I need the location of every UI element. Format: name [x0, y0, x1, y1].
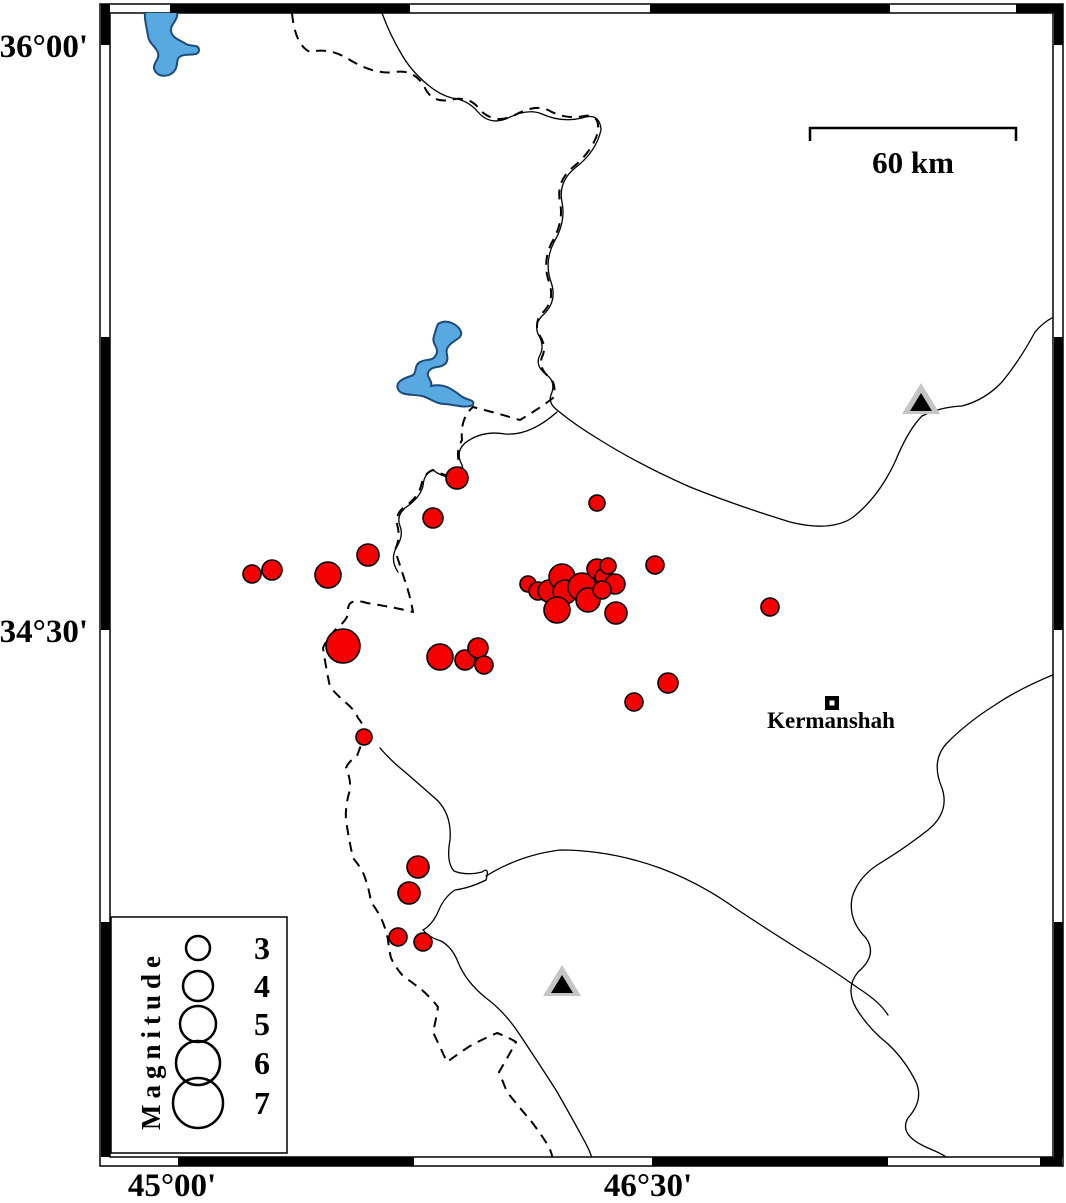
- earthquake-marker: [543, 596, 571, 624]
- earthquake-marker: [314, 561, 342, 589]
- triangle-markers-layer: [543, 383, 940, 996]
- earthquake-marker: [604, 601, 628, 625]
- legend-magnitude-value: 5: [254, 1006, 270, 1042]
- legend-magnitude-value: 7: [254, 1085, 270, 1121]
- earthquake-marker: [445, 466, 469, 490]
- earthquake-marker: [645, 555, 665, 575]
- lon-label-left: 45°00': [128, 1168, 216, 1203]
- legend-magnitude-value: 6: [254, 1045, 270, 1081]
- earthquake-marker: [592, 580, 612, 600]
- triangle-marker-inner: [910, 393, 932, 411]
- lake: [143, 13, 201, 77]
- legend-title: Magnitude: [136, 950, 166, 1130]
- earthquake-marker: [760, 597, 780, 617]
- earthquake-marker: [426, 643, 454, 671]
- earthquakes-layer: [242, 466, 780, 952]
- lon-label-mid: 46°30': [604, 1168, 692, 1203]
- triangle-marker-inner: [551, 975, 573, 993]
- earthquake-marker: [474, 655, 494, 675]
- scale-bar: 60 km: [808, 126, 1018, 180]
- legend-magnitude-circle: [181, 969, 215, 1003]
- river: [379, 747, 593, 1157]
- earthquake-marker: [406, 855, 430, 879]
- earthquake-marker: [413, 932, 433, 952]
- lakes-layer: [143, 13, 475, 408]
- earthquake-marker: [422, 507, 444, 529]
- lat-label-mid: 34°30': [0, 614, 88, 650]
- earthquake-marker: [325, 628, 361, 664]
- city-marker: [825, 696, 839, 710]
- international-border: [291, 13, 600, 1157]
- legend-magnitude-circle: [171, 1076, 225, 1130]
- earthquake-marker: [388, 927, 408, 947]
- lake: [396, 320, 475, 408]
- frame-tick-segments: [101, 4, 1063, 1166]
- earthquake-marker: [356, 543, 380, 567]
- river: [485, 849, 889, 1016]
- earthquake-marker: [657, 672, 679, 694]
- scale-bar-label: 60 km: [872, 145, 954, 180]
- earthquake-marker: [242, 564, 262, 584]
- earthquake-marker: [397, 881, 421, 905]
- border-layer: [291, 13, 600, 1157]
- city-label: Kermanshah: [767, 708, 895, 733]
- legend-magnitude-value: 4: [254, 968, 270, 1004]
- river: [850, 674, 1053, 1157]
- earthquake-marker: [355, 728, 373, 746]
- legend-magnitude-value: 3: [254, 930, 270, 966]
- lat-label-top: 36°00': [0, 29, 88, 65]
- legend-magnitude-circle: [174, 1039, 222, 1087]
- legend-magnitude-circle: [184, 934, 212, 962]
- earthquake-marker: [467, 637, 489, 659]
- legend-box: [110, 916, 288, 1154]
- earthquake-marker: [624, 692, 644, 712]
- earthquake-marker: [588, 494, 606, 512]
- earthquake-marker: [599, 557, 617, 575]
- earthquake-marker: [261, 559, 283, 581]
